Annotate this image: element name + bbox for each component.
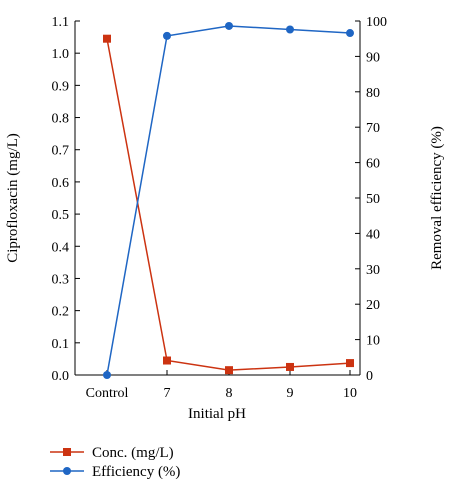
data-point-circle: [286, 25, 294, 34]
x-tick-label: 7: [164, 386, 171, 401]
series-line-1: [106, 25, 351, 376]
left-y-tick-label: 1.1: [52, 15, 70, 30]
left-y-axis-title: Ciprofloxacin (mg/L): [5, 133, 21, 263]
left-y-tick-label: 0.5: [52, 208, 70, 223]
right-y-tick-label: 70: [366, 121, 380, 136]
right-y-axis-title: Removal efficiency (%): [429, 126, 445, 270]
data-point-square: [225, 366, 233, 375]
right-y-tick-label: 50: [366, 192, 380, 207]
right-y-tick-label: 0: [366, 369, 373, 384]
legend-item-efficiency: Efficiency (%): [50, 464, 180, 480]
left-y-tick-label: 0.9: [52, 79, 70, 94]
left-y-tick-label: 0.4: [52, 240, 70, 255]
right-y-tick-label: 30: [366, 263, 380, 278]
x-tick-label: 9: [287, 386, 294, 401]
data-point-square: [346, 359, 354, 368]
data-point-circle: [103, 371, 111, 379]
left-y-tick-label: 0.0: [52, 369, 70, 384]
left-y-ticks: 0.0 0.1 0.2 0.3 0.4 0.5 0.6 0.7 0.8 0.9 1.0 1.1: [52, 15, 80, 384]
left-y-tick-label: 0.7: [52, 144, 70, 159]
legend-item-conc: Conc. (mg/L): [50, 445, 174, 461]
left-y-tick-label: 0.3: [52, 272, 70, 287]
right-y-tick-label: 100: [366, 15, 387, 30]
x-tick-label: Control: [86, 386, 129, 401]
series-markers: [103, 21, 354, 379]
legend-marker-circle: [63, 467, 71, 475]
legend: Conc. (mg/L) Efficiency (%): [50, 445, 180, 480]
left-y-tick-label: 0.2: [52, 305, 70, 320]
right-y-tick-label: 20: [366, 298, 380, 313]
data-point-circle: [346, 29, 354, 38]
right-y-tick-label: 90: [366, 50, 380, 65]
legend-label-conc: Conc. (mg/L): [92, 445, 174, 461]
data-point-circle: [163, 31, 171, 40]
right-y-ticks: 0 10 20 30 40 50 60 70 80 90 100: [355, 15, 387, 384]
data-point-square: [163, 356, 171, 365]
right-y-tick-label: 60: [366, 157, 380, 172]
x-ticks: Control 7 8 9 10: [86, 370, 357, 401]
series-lines: [106, 25, 351, 376]
left-y-tick-label: 0.6: [52, 176, 70, 191]
legend-marker-square: [63, 448, 71, 456]
data-point-circle: [225, 21, 233, 30]
series-line-0: [106, 38, 351, 371]
plot-area: 0.0 0.1 0.2 0.3 0.4 0.5 0.6 0.7 0.8 0.9 1.0 1.1 0 10…: [52, 15, 388, 401]
x-tick-label: 10: [343, 386, 357, 401]
x-tick-label: 8: [226, 386, 233, 401]
right-y-tick-label: 10: [366, 334, 380, 349]
left-y-tick-label: 0.1: [52, 337, 70, 352]
legend-label-efficiency: Efficiency (%): [92, 464, 180, 480]
x-axis-title: Initial pH: [188, 406, 246, 422]
data-point-square: [286, 362, 294, 371]
left-y-tick-label: 0.8: [52, 112, 70, 127]
data-point-square: [103, 34, 111, 43]
right-y-tick-label: 40: [366, 227, 380, 242]
left-y-tick-label: 1.0: [52, 47, 70, 62]
right-y-tick-label: 80: [366, 86, 380, 101]
